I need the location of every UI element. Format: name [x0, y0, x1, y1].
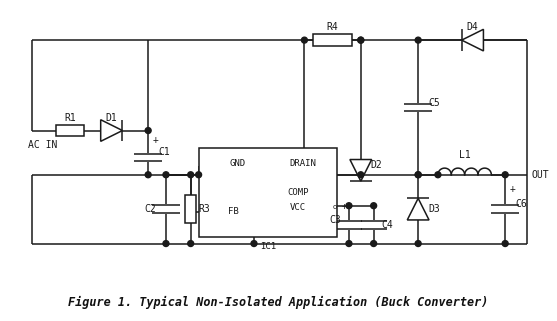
Polygon shape — [350, 160, 372, 181]
Text: VCC: VCC — [290, 203, 306, 212]
Circle shape — [358, 172, 364, 178]
Text: D1: D1 — [106, 113, 118, 123]
Text: R4: R4 — [327, 22, 339, 32]
Circle shape — [188, 240, 194, 247]
Text: C6: C6 — [515, 199, 527, 209]
Text: R3: R3 — [199, 204, 211, 214]
Circle shape — [370, 203, 377, 209]
Circle shape — [415, 172, 421, 178]
Circle shape — [251, 240, 257, 247]
Text: DRAIN: DRAIN — [289, 160, 316, 169]
Circle shape — [301, 37, 307, 43]
Text: L1: L1 — [459, 150, 471, 160]
Text: C2: C2 — [144, 204, 156, 214]
Bar — [185, 195, 196, 223]
Text: R1: R1 — [64, 113, 76, 123]
Text: o: o — [333, 204, 337, 210]
Circle shape — [163, 172, 169, 178]
Circle shape — [188, 172, 194, 178]
Circle shape — [370, 240, 377, 247]
Text: OUT: OUT — [532, 170, 550, 180]
Circle shape — [346, 240, 352, 247]
Bar — [199, 148, 337, 237]
Text: C3: C3 — [329, 215, 341, 225]
Circle shape — [145, 127, 151, 134]
Circle shape — [415, 37, 421, 43]
Text: D3: D3 — [428, 204, 440, 214]
Bar — [56, 125, 84, 136]
Text: D4: D4 — [467, 22, 478, 32]
Bar — [313, 34, 353, 46]
Circle shape — [415, 240, 421, 247]
Text: +: + — [509, 185, 515, 195]
Text: C4: C4 — [382, 220, 393, 230]
Circle shape — [346, 203, 352, 209]
Text: Figure 1. Typical Non-Isolated Application (Buck Converter): Figure 1. Typical Non-Isolated Applicati… — [67, 296, 488, 309]
Circle shape — [435, 172, 441, 178]
Polygon shape — [462, 29, 483, 51]
Circle shape — [502, 240, 508, 247]
Text: AC IN: AC IN — [27, 140, 57, 150]
Text: GND: GND — [229, 160, 246, 169]
Circle shape — [502, 172, 508, 178]
Text: +: + — [152, 135, 158, 145]
Text: COMP: COMP — [287, 188, 309, 197]
Text: IC1: IC1 — [260, 242, 276, 251]
Circle shape — [358, 37, 364, 43]
Circle shape — [358, 37, 364, 43]
Circle shape — [196, 172, 202, 178]
Text: FB: FB — [228, 207, 238, 216]
Circle shape — [145, 172, 151, 178]
Circle shape — [163, 240, 169, 247]
Text: C1: C1 — [158, 147, 170, 157]
Text: C5: C5 — [428, 98, 440, 108]
Polygon shape — [407, 198, 429, 220]
Polygon shape — [101, 120, 123, 141]
Text: +: + — [341, 203, 346, 212]
Text: D2: D2 — [371, 160, 383, 170]
Circle shape — [415, 172, 421, 178]
